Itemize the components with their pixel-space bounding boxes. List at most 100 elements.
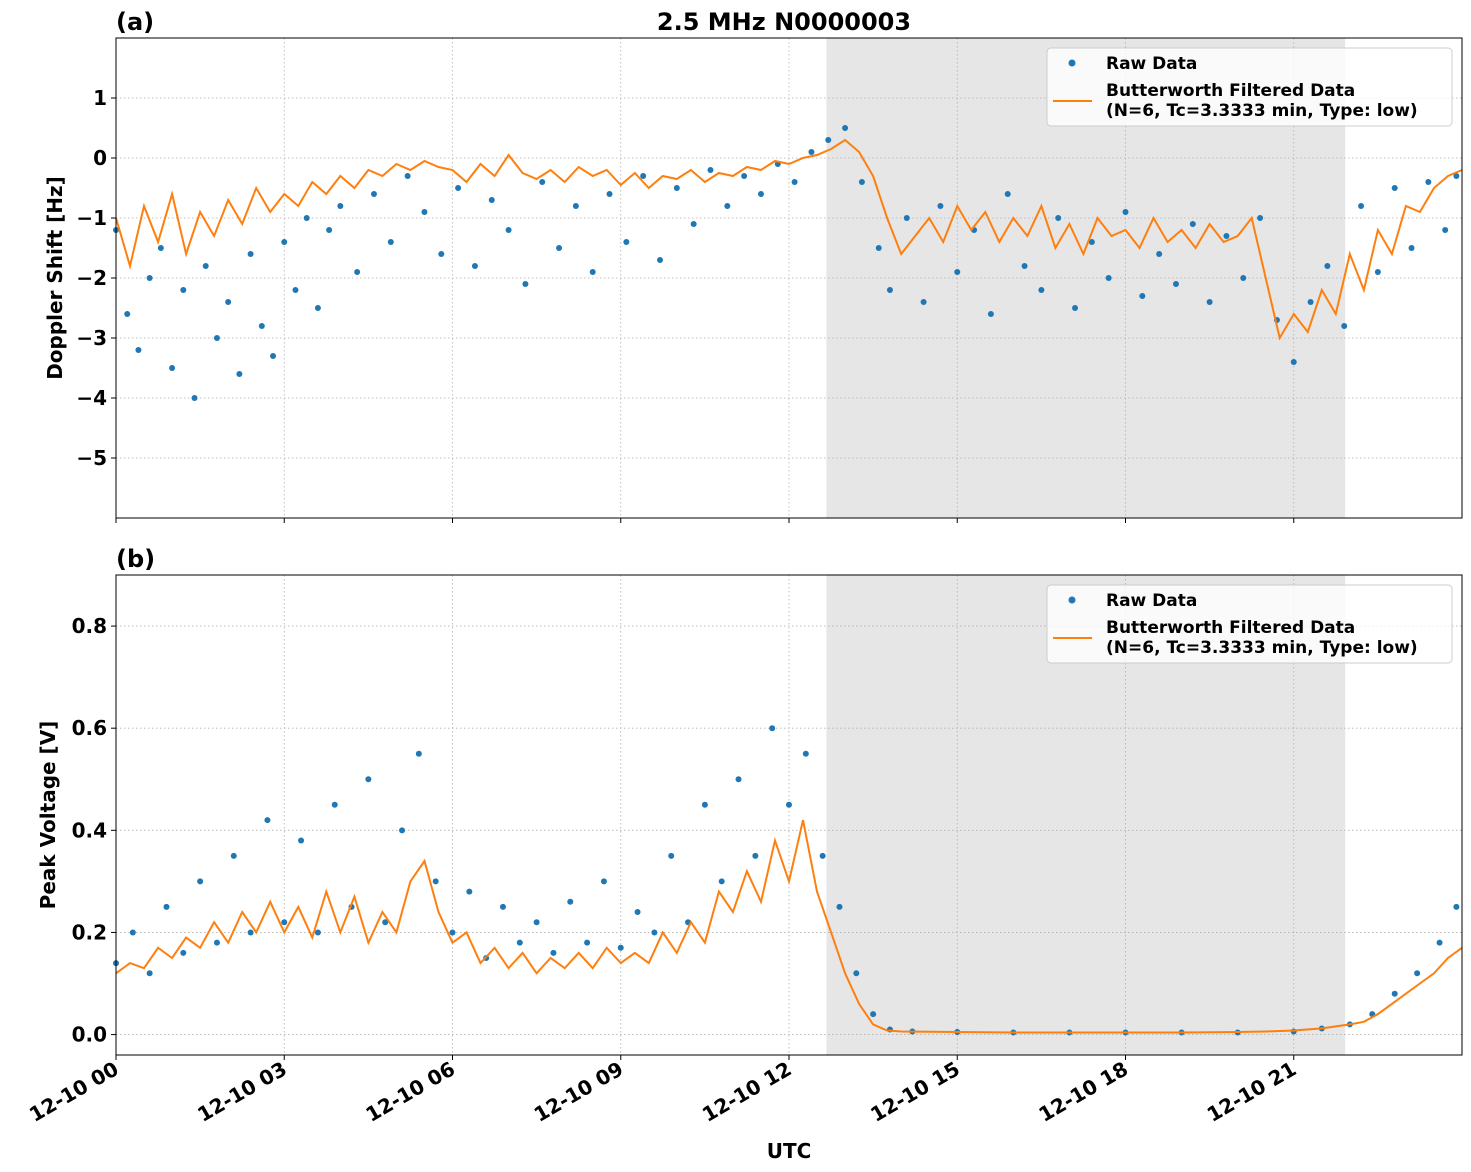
filtered-line-a [115, 138, 1463, 341]
raw-data-point [180, 287, 187, 293]
raw-data-point [522, 281, 529, 287]
raw-data-point [157, 245, 164, 251]
y-axis-label-a: Doppler Shift [Hz] [43, 176, 67, 380]
raw-data-point [600, 878, 607, 885]
raw-data-point [1436, 939, 1443, 946]
raw-data-point [331, 801, 338, 808]
x-tick-label: 12-10 06 [361, 1057, 459, 1127]
raw-data-point [724, 203, 731, 209]
raw-data-point [802, 750, 809, 757]
raw-data-point [1038, 287, 1045, 293]
panel-a: 1 0 −1 −2 −3 −4 −5 (a) Doppler Shift [Hz] Raw … [43, 8, 1463, 523]
x-tick-label: 12-10 21 [1203, 1057, 1301, 1127]
raw-data-point [668, 852, 675, 859]
y-tick-label: 0.6 [72, 716, 107, 740]
raw-data-point [354, 269, 361, 275]
raw-data-point [370, 191, 377, 197]
y-tick-label: 0.2 [72, 920, 107, 944]
raw-data-point [399, 827, 406, 834]
legend-label-raw-a: Raw Data [1106, 54, 1197, 74]
legend-a: Raw Data Butterworth Filtered Data (N=6,… [1046, 47, 1453, 127]
legend-marker-raw-b [1068, 596, 1076, 604]
raw-data-point [191, 395, 198, 401]
legend-label-raw-b: Raw Data [1106, 591, 1197, 611]
raw-data-point [264, 817, 271, 824]
raw-data-point [1172, 281, 1179, 287]
raw-data-point [124, 311, 131, 317]
raw-data-point [567, 898, 574, 905]
raw-data-point [886, 287, 893, 293]
raw-data-point [415, 750, 422, 757]
y-axis-label-b: Peak Voltage [V] [36, 721, 60, 910]
y-ticks-b: 0.0 0.2 0.4 0.6 0.8 [72, 614, 116, 1047]
raw-data-point [1122, 209, 1129, 215]
raw-data-point [247, 251, 254, 257]
raw-data-point [387, 239, 394, 245]
raw-data-point [606, 191, 613, 197]
raw-data-point [1189, 221, 1196, 227]
raw-data-point [258, 323, 265, 329]
raw-data-point [1425, 179, 1432, 185]
raw-data-point [1341, 323, 1348, 329]
raw-data-point [213, 939, 220, 946]
raw-data-point [169, 365, 176, 371]
raw-data-point [735, 776, 742, 783]
raw-data-point [657, 257, 664, 263]
raw-data-point [1240, 275, 1247, 281]
x-tick-label: 12-10 18 [1034, 1057, 1132, 1127]
raw-data-point [1206, 299, 1213, 305]
raw-data-point [516, 939, 523, 946]
raw-data-point [819, 852, 826, 859]
raw-data-point [808, 149, 815, 155]
raw-data-point [230, 852, 237, 859]
raw-data-point [584, 939, 591, 946]
raw-data-point [1414, 970, 1421, 977]
raw-data-point [1139, 293, 1146, 299]
raw-data-point [640, 173, 647, 179]
raw-data-point [791, 179, 798, 185]
legend-box-b [1046, 584, 1453, 664]
raw-data-point [572, 203, 579, 209]
raw-data-point [298, 837, 305, 844]
raw-data-point [281, 919, 288, 926]
raw-data-point [236, 371, 243, 377]
raw-data-point [1088, 239, 1095, 245]
raw-data-point [129, 929, 136, 936]
legend-label-filtered-b-2: (N=6, Tc=3.3333 min, Type: low) [1106, 638, 1418, 658]
raw-data-point [1055, 215, 1062, 221]
raw-data-point [1442, 227, 1449, 233]
raw-data-point [1324, 263, 1331, 269]
raw-data-point [438, 251, 445, 257]
raw-data-point [539, 179, 546, 185]
raw-data-point [505, 227, 512, 233]
raw-data-point [875, 245, 882, 251]
raw-data-point [225, 299, 232, 305]
raw-data-point [1374, 269, 1381, 275]
raw-data-point [488, 197, 495, 203]
raw-data-point [954, 269, 961, 275]
raw-data-point [281, 239, 288, 245]
raw-data-point [303, 215, 310, 221]
y-tick-label: −3 [76, 326, 107, 350]
y-tick-label: 0.4 [72, 818, 107, 842]
raw-data-point [499, 903, 506, 910]
raw-data-point [466, 888, 473, 895]
raw-data-point [707, 167, 714, 173]
raw-data-point [326, 227, 333, 233]
x-axis-label: UTC [767, 1139, 812, 1163]
legend-label-filtered-a-1: Butterworth Filtered Data [1106, 81, 1355, 101]
raw-data-point [404, 173, 411, 179]
y-ticks-a: 1 0 −1 −2 −3 −4 −5 [76, 86, 116, 470]
x-tick-label: 12-10 12 [698, 1057, 796, 1127]
raw-data-point [1223, 233, 1230, 239]
y-tick-label: 1 [93, 86, 107, 110]
raw-data-point [903, 215, 910, 221]
raw-data-point [757, 191, 764, 197]
raw-data-point [1021, 263, 1028, 269]
legend-b: Raw Data Butterworth Filtered Data (N=6,… [1046, 584, 1453, 664]
filtered-line-b [115, 819, 1463, 1034]
legend-label-filtered-a-2: (N=6, Tc=3.3333 min, Type: low) [1106, 101, 1418, 121]
raw-data-point [1105, 275, 1112, 281]
raw-data-point [365, 776, 372, 783]
raw-data-point [180, 949, 187, 956]
